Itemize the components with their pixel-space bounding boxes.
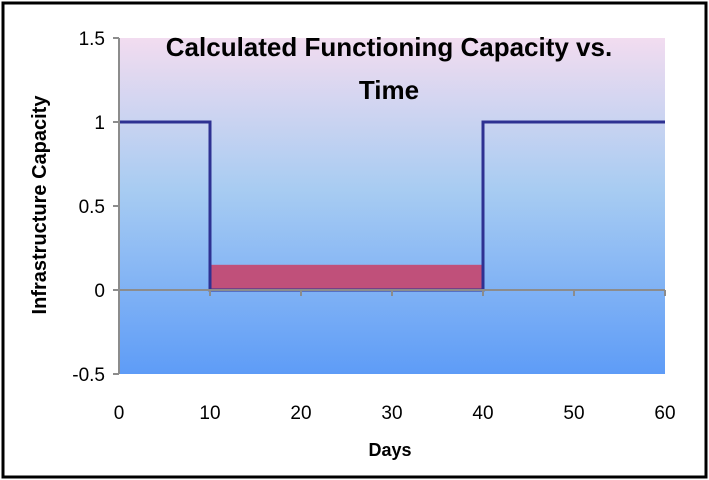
x-axis-label: Days xyxy=(368,440,411,460)
y-tick-label: -0.5 xyxy=(72,365,105,386)
shaded-region xyxy=(210,264,483,290)
y-tick-label: 1.5 xyxy=(79,29,105,50)
x-tick-label: 50 xyxy=(563,403,584,424)
x-tick-label: 30 xyxy=(381,403,402,424)
y-tick-label: 1 xyxy=(94,113,105,134)
chart-title-line-1: Calculated Functioning Capacity vs. xyxy=(166,32,612,62)
y-axis-label: Infrastructure Capacity xyxy=(29,95,51,315)
x-tick-label: 20 xyxy=(290,403,311,424)
x-tick-label: 10 xyxy=(199,403,220,424)
x-tick-label: 0 xyxy=(114,403,125,424)
x-tick-label: 40 xyxy=(472,403,493,424)
x-tick-label: 60 xyxy=(654,403,675,424)
labels-layer: -0.5 0 0.5 1 1.5 0 10 20 30 40 50 60 xyxy=(72,29,675,424)
axes-layer xyxy=(113,37,666,375)
y-tick-label: 0.5 xyxy=(79,197,105,218)
y-tick-label: 0 xyxy=(94,281,105,302)
chart-title-line-2: Time xyxy=(359,75,419,105)
